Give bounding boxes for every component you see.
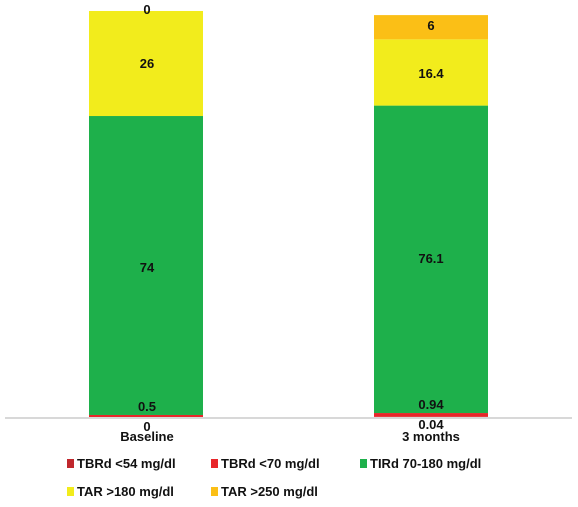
legend-label: TAR >250 mg/dl	[221, 484, 318, 499]
data-label: 16.4	[418, 66, 444, 81]
category-label: Baseline	[120, 429, 173, 444]
legend-label: TBRd <54 mg/dl	[77, 456, 176, 471]
data-label: 0	[143, 2, 150, 17]
bar-segment	[374, 15, 488, 40]
legend: TBRd <54 mg/dl TBRd <70 mg/dl TIRd 70-180 …	[67, 456, 481, 499]
bars-group	[89, 10, 488, 417]
category-labels-group: Baseline 3 months	[120, 429, 460, 444]
category-label: 3 months	[402, 429, 460, 444]
value-labels-group: 0 0.5 74 26 0 0.04 0.94 76.1 16.4 6	[138, 2, 444, 434]
legend-label: TAR >180 mg/dl	[77, 484, 174, 499]
bar-segment	[374, 413, 488, 417]
bar-segment	[89, 116, 203, 415]
data-label: 76.1	[418, 251, 443, 266]
legend-swatch	[211, 459, 218, 468]
data-label: 74	[140, 260, 155, 275]
bar-segment	[374, 39, 488, 106]
data-label: 0	[143, 419, 150, 434]
data-label: 0.5	[138, 399, 156, 414]
data-label: 0.94	[418, 397, 444, 412]
legend-label: TBRd <70 mg/dl	[221, 456, 320, 471]
legend-swatch	[67, 487, 74, 496]
bar-segment	[89, 10, 203, 117]
data-label: 6	[427, 18, 434, 33]
legend-swatch	[67, 459, 74, 468]
bar-segment	[374, 105, 488, 414]
legend-swatch	[211, 487, 218, 496]
bar-segment	[89, 414, 203, 417]
legend-label: TIRd 70-180 mg/dl	[370, 456, 481, 471]
data-label: 26	[140, 56, 154, 71]
data-label: 0.04	[418, 417, 444, 432]
legend-swatch	[360, 459, 367, 468]
